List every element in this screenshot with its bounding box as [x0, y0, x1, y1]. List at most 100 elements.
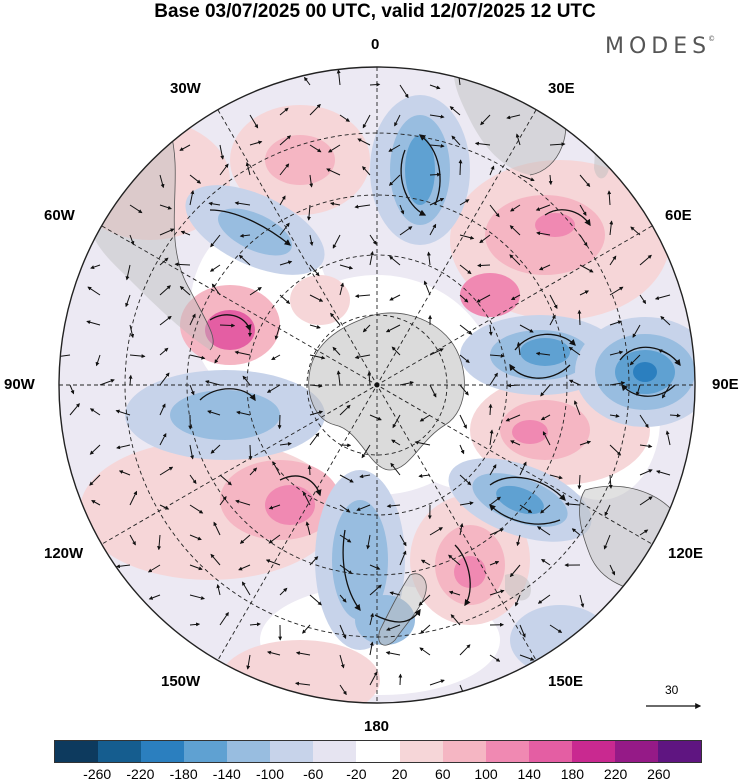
wind-vector-arrow [420, 559, 431, 566]
wind-vector-arrow [579, 440, 592, 446]
wind-vector-arrow [129, 234, 135, 246]
wind-vector-arrow [339, 624, 347, 640]
wind-vector-arrow [509, 564, 521, 578]
wind-vector-arrow [129, 324, 135, 339]
lon-label-30e: 30E [548, 80, 575, 97]
wind-vector-arrow [219, 496, 227, 506]
wind-vector-arrow [506, 114, 521, 120]
wind-vector-arrow [477, 263, 491, 268]
wind-vector-arrow [339, 264, 354, 270]
wind-vector-arrow [660, 315, 671, 326]
wind-vector-arrow [509, 254, 521, 266]
wind-vector-arrow [366, 534, 371, 550]
wind-vector-arrow [268, 504, 281, 510]
wind-vector-arrow [174, 262, 191, 267]
wind-vector-arrow [265, 559, 281, 566]
wind-vector-arrow [208, 201, 221, 206]
lon-label-120e: 120E [668, 545, 704, 562]
wind-vector-arrow [205, 380, 221, 386]
wind-vector-arrow [514, 594, 521, 607]
circulation-streamlines [199, 134, 681, 623]
wind-vector-arrow [267, 650, 281, 656]
wind-vector-arrow [537, 526, 551, 536]
wind-vector-arrow [332, 346, 341, 356]
wind-vector-arrow [159, 372, 170, 386]
colorbar-tick: 140 [517, 766, 541, 782]
lon-label-90w: 90W [4, 376, 35, 393]
wind-vector-arrow [295, 681, 311, 686]
wind-vector-arrow [489, 654, 501, 662]
wind-vector-arrow [336, 69, 341, 86]
wind-vector-arrow [429, 143, 445, 148]
wind-vector-arrow [189, 504, 204, 514]
wind-vector-arrow [536, 231, 551, 236]
wind-vector-arrow [369, 251, 374, 266]
wind-vector-arrow [125, 294, 131, 308]
wind-vector-arrow [354, 354, 371, 360]
wind-vector-arrow [309, 324, 321, 329]
wind-vector-arrow [339, 404, 351, 416]
wind-vector-arrow [654, 294, 671, 300]
wind-vector-arrow [238, 564, 251, 571]
wind-vector-arrow [541, 558, 551, 566]
wind-vector-arrow [234, 350, 251, 356]
wind-vector-arrow [268, 534, 281, 544]
wind-vector-arrow [239, 233, 251, 238]
brand-name: MODES [605, 34, 712, 59]
wind-vector-arrow [450, 614, 461, 626]
wind-vector-arrow [189, 594, 205, 600]
wind-vector-arrow [639, 444, 653, 449]
wind-vector-arrow [238, 254, 251, 266]
wind-vector-arrow [535, 351, 551, 356]
wind-vector-arrow [125, 264, 131, 281]
wind-vector-arrow [399, 550, 407, 566]
wind-vector-arrow [459, 501, 474, 506]
wind-vector-arrow [519, 324, 534, 333]
colorbar-tick: 60 [435, 766, 451, 782]
wind-vector-arrow [489, 429, 494, 446]
lon-label-150e: 150E [548, 673, 584, 690]
colorbar-segment [442, 741, 486, 762]
colorbar-tick: 180 [560, 766, 585, 782]
wind-vector-arrow [573, 400, 581, 416]
wind-vector-arrow [398, 673, 403, 686]
wind-vector-arrow [242, 375, 251, 386]
wind-vector-arrow [210, 444, 221, 454]
wind-vector-arrow [359, 474, 371, 479]
colorbar-segment [485, 741, 529, 762]
wind-vector-arrow [354, 294, 371, 299]
wind-vector-arrow [635, 384, 641, 396]
wind-vector-arrow [367, 371, 372, 386]
wind-vector-arrow [604, 504, 611, 517]
colorbar-segment [98, 741, 142, 762]
wind-vector-arrow [565, 502, 581, 507]
wind-vector-arrow [579, 594, 585, 608]
lon-label-30w: 30W [170, 80, 201, 97]
wind-vector-arrow [129, 534, 136, 546]
wind-vector-arrow [309, 432, 320, 446]
wind-vector-arrow [95, 354, 101, 367]
colorbar [54, 740, 702, 763]
wind-vector-arrow [459, 264, 472, 275]
wind-vector-arrow [90, 264, 101, 270]
wind-vector-arrow [330, 312, 341, 326]
wind-vector-arrow [516, 534, 521, 547]
colorbar-tick: -260 [83, 766, 112, 782]
wind-vector-arrow [159, 174, 165, 189]
wind-vector-arrow [516, 341, 521, 356]
wind-vector-arrow [295, 651, 311, 656]
wind-vector-arrow [339, 684, 347, 696]
wind-vector-arrow [549, 624, 563, 633]
wind-vector-arrow [69, 403, 80, 416]
wind-vector-arrow [510, 294, 521, 301]
wind-vector-arrow [179, 285, 191, 296]
chart-title: Base 03/07/2025 00 UTC, valid 12/07/2025… [154, 1, 596, 22]
wind-vector-arrow [577, 309, 582, 326]
lon-label-0: 0 [371, 36, 380, 53]
wind-vector-arrow [279, 441, 292, 446]
wind-vector-arrow [159, 466, 174, 476]
wind-vector-arrow [474, 141, 491, 146]
colorbar-segment [227, 741, 271, 762]
wind-vector-arrow [459, 324, 473, 335]
wind-vector-arrow [148, 594, 161, 600]
